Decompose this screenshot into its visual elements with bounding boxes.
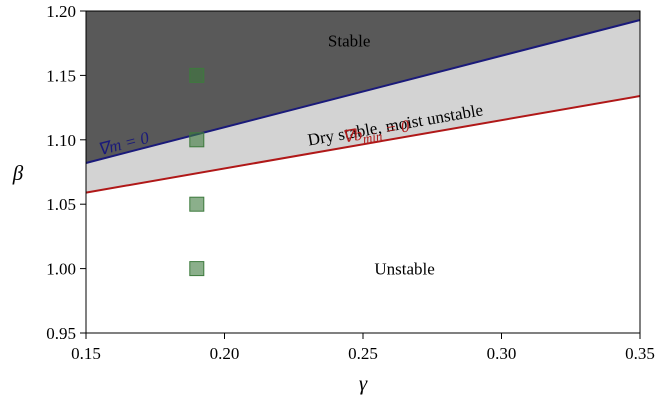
x-tick-label: 0.20 xyxy=(210,344,240,363)
region-dry-stable-moist-unstable xyxy=(86,20,640,193)
y-axis-label: β xyxy=(12,161,24,185)
region-unstable xyxy=(86,96,640,334)
data-points xyxy=(189,67,205,277)
x-tick-label: 0.30 xyxy=(487,344,517,363)
y-axis-ticks: 0.95 1.00 1.05 1.10 1.15 1.20 xyxy=(46,2,86,343)
y-tick-label: 0.95 xyxy=(46,324,76,343)
region-label-stable: Stable xyxy=(328,32,371,51)
x-tick-label: 0.15 xyxy=(71,344,101,363)
boundary-lines xyxy=(85,19,641,194)
x-tick-label: 0.35 xyxy=(625,344,655,363)
line-label-grad-bmin: ∇bmin = 0 xyxy=(341,116,412,149)
y-tick-label: 1.15 xyxy=(46,66,76,85)
region-stable xyxy=(86,11,640,163)
y-tick-label: 1.20 xyxy=(46,2,76,21)
data-point xyxy=(189,261,205,277)
data-point xyxy=(189,196,205,212)
data-point xyxy=(189,132,205,148)
plot-area xyxy=(85,10,641,334)
line-grad-bmin xyxy=(85,95,641,194)
y-tick-label: 1.05 xyxy=(46,195,76,214)
data-point xyxy=(189,67,205,83)
region-label-unstable: Unstable xyxy=(374,260,434,279)
y-tick-label: 1.10 xyxy=(46,131,76,150)
line-grad-m xyxy=(85,19,641,164)
x-axis-label: γ xyxy=(359,371,368,395)
x-tick-label: 0.25 xyxy=(348,344,378,363)
x-axis-ticks: 0.15 0.20 0.25 0.30 0.35 xyxy=(71,333,655,363)
y-tick-label: 1.00 xyxy=(46,260,76,279)
